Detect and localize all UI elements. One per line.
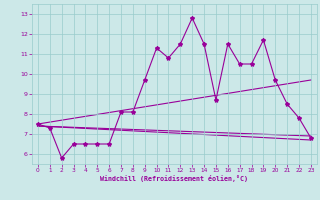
X-axis label: Windchill (Refroidissement éolien,°C): Windchill (Refroidissement éolien,°C) [100, 175, 248, 182]
